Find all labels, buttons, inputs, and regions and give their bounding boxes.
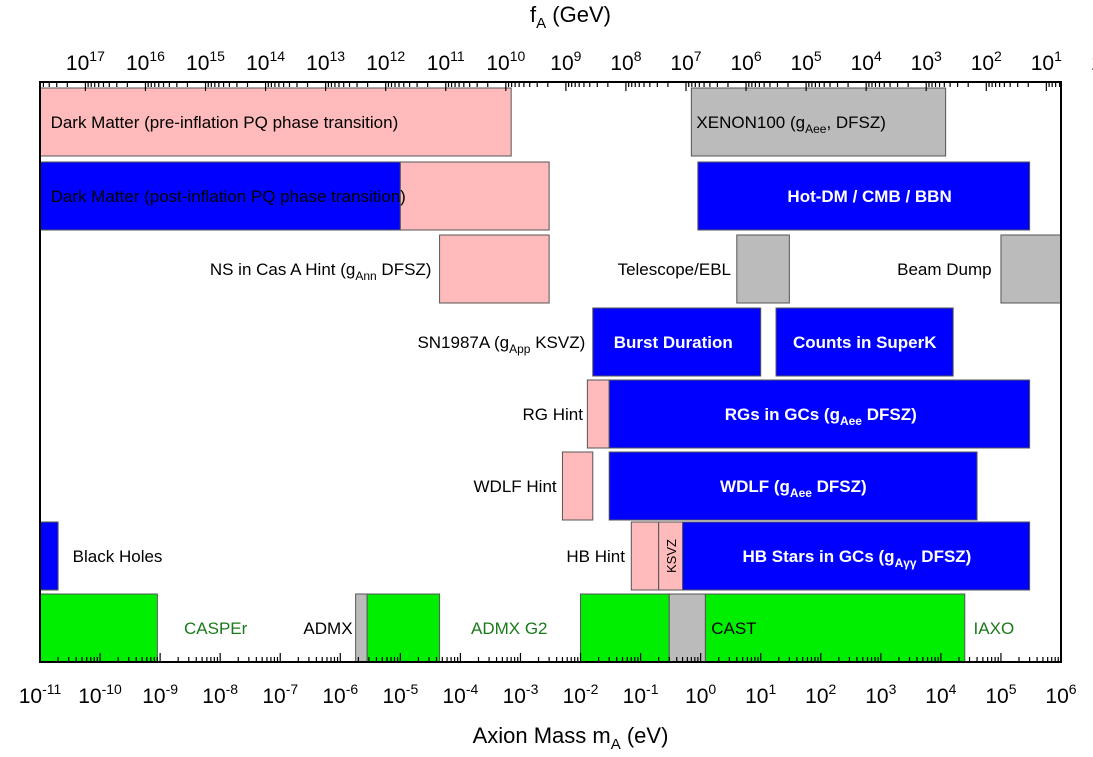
label-hotdm: Hot-DM / CMB / BBN xyxy=(787,187,951,206)
top-tick-label: 1011 xyxy=(427,48,465,75)
bottom-tick-label: 10-9 xyxy=(142,681,178,708)
top-tick-label: 100 xyxy=(1091,48,1093,75)
bottom-tick-label: 101 xyxy=(745,681,776,708)
label-hbhint: HB Hint xyxy=(566,547,625,566)
label-cast: CAST xyxy=(711,619,756,638)
top-tick-label: 1012 xyxy=(366,48,405,75)
label-rghint: RG Hint xyxy=(523,405,584,424)
bottom-tick-label: 10-10 xyxy=(78,681,122,708)
label-dm_pre: Dark Matter (pre-inflation PQ phase tran… xyxy=(51,113,399,132)
top-tick-label: 109 xyxy=(550,48,581,75)
top-tick-label: 101 xyxy=(1031,48,1062,75)
top-tick-label: 1010 xyxy=(486,48,525,75)
bottom-tick-label: 10-1 xyxy=(623,681,659,708)
bar-rgs-in-gcs-g-aee-dfsz xyxy=(608,379,1031,449)
top-tick-label: 106 xyxy=(730,48,761,75)
bar-hot-dm-cmb-bbn xyxy=(697,161,1031,231)
label-iaxo: IAXO xyxy=(974,619,1015,638)
bottom-tick-label: 10-3 xyxy=(503,681,539,708)
label-telescope: Telescope/EBL xyxy=(618,260,731,279)
label-ns: NS in Cas A Hint (gAnn DFSZ) xyxy=(210,260,432,283)
bar-wdlf-hint xyxy=(561,451,594,521)
bottom-tick-label: 10-11 xyxy=(19,681,62,708)
top-tick-label: 1017 xyxy=(66,48,105,75)
bar-ns-in-cas-a-hint-g-ann-dfsz xyxy=(439,234,550,304)
top-axis-title: fA (GeV) xyxy=(530,2,611,32)
top-tick-label: 1016 xyxy=(126,48,165,75)
label-dm_post: Dark Matter (post-inflation PQ phase tra… xyxy=(51,187,406,206)
bottom-tick-label: 103 xyxy=(865,681,896,708)
bottom-tick-label: 10-7 xyxy=(262,681,298,708)
label-ksvz-vertical: KSVZ xyxy=(664,539,679,573)
ticks-layer xyxy=(39,82,1062,662)
bottom-tick-label: 10-4 xyxy=(443,681,479,708)
bar-rg-hint xyxy=(586,379,610,449)
bar-cast-grey xyxy=(668,593,706,663)
label-wdlfhint: WDLF Hint xyxy=(474,477,557,496)
label-sn1987a: SN1987A (gApp KSVZ) xyxy=(417,333,585,356)
label-admx: ADMX xyxy=(303,619,352,638)
label-wdlf: WDLF (gAee DFSZ) xyxy=(720,477,867,500)
bars-layer xyxy=(39,87,1062,663)
bar-black-holes xyxy=(39,521,59,591)
bar-wdlf-g-aee-dfsz xyxy=(608,451,978,521)
label-blackholes: Black Holes xyxy=(73,547,163,566)
top-tick-label: 107 xyxy=(670,48,701,75)
bar-xenon100-g-aee-dfsz xyxy=(690,87,947,157)
bar-burst-duration xyxy=(592,307,762,377)
bottom-tick-label: 105 xyxy=(985,681,1016,708)
bar-telescope-ebl xyxy=(736,234,790,304)
label-hbstars: HB Stars in GCs (gAγγ DFSZ) xyxy=(742,547,971,570)
bar-hb-stars-in-gcs-g-a-dfsz xyxy=(682,521,1031,591)
bar-dark-matter-post-inflation-pq-phase-transition-extension xyxy=(399,161,550,231)
bar-cast-green-low-mass-part xyxy=(580,593,670,663)
top-tick-label: 103 xyxy=(911,48,942,75)
bottom-tick-label: 104 xyxy=(925,681,956,708)
label-xenon: XENON100 (gAee, DFSZ) xyxy=(696,113,886,136)
bar-labels-layer: Dark Matter (pre-inflation PQ phase tran… xyxy=(51,113,1015,638)
top-tick-label: 1014 xyxy=(246,48,285,75)
bar-admx xyxy=(355,593,368,663)
top-tick-label: 102 xyxy=(971,48,1002,75)
tick-labels-layer: 10-11 10-10 10-9 10-8 10-7 10-6 10-5 10-4 10-3 10… xyxy=(19,48,1093,708)
bottom-tick-label: 106 xyxy=(1045,681,1076,708)
top-tick-label: 1013 xyxy=(306,48,345,75)
bar-beam-dump xyxy=(1000,234,1062,304)
label-superk: Counts in SuperK xyxy=(793,333,937,352)
label-rggc: RGs in GCs (gAee DFSZ) xyxy=(725,405,917,428)
top-tick-label: 108 xyxy=(610,48,641,75)
x-axis-title: Axion Mass mA (eV) xyxy=(473,723,669,753)
bar-casper xyxy=(39,593,158,663)
bottom-tick-label: 102 xyxy=(805,681,836,708)
bottom-tick-label: 10-5 xyxy=(382,681,418,708)
bar-hb-hint xyxy=(630,521,660,591)
label-casper: CASPEr xyxy=(184,619,248,638)
bottom-tick-label: 10-8 xyxy=(202,681,238,708)
bar-counts-in-superk xyxy=(775,307,954,377)
bar-cast xyxy=(704,593,966,663)
label-admxg2: ADMX G2 xyxy=(471,619,548,638)
top-tick-label: 104 xyxy=(851,48,882,75)
bottom-tick-label: 10-2 xyxy=(563,681,599,708)
top-tick-label: 1015 xyxy=(186,48,225,75)
bar-dark-matter-post-inflation-pq-phase-transition xyxy=(39,161,401,231)
plot-frame xyxy=(39,81,1062,663)
label-beamdump: Beam Dump xyxy=(897,260,991,279)
bottom-tick-label: 10-6 xyxy=(322,681,358,708)
bottom-tick-label: 100 xyxy=(685,681,716,708)
top-tick-label: 105 xyxy=(791,48,822,75)
bar-dark-matter-pre-inflation-pq-phase-transition xyxy=(39,87,512,157)
label-burst: Burst Duration xyxy=(614,333,733,352)
bar-admx-g2 xyxy=(366,593,441,663)
